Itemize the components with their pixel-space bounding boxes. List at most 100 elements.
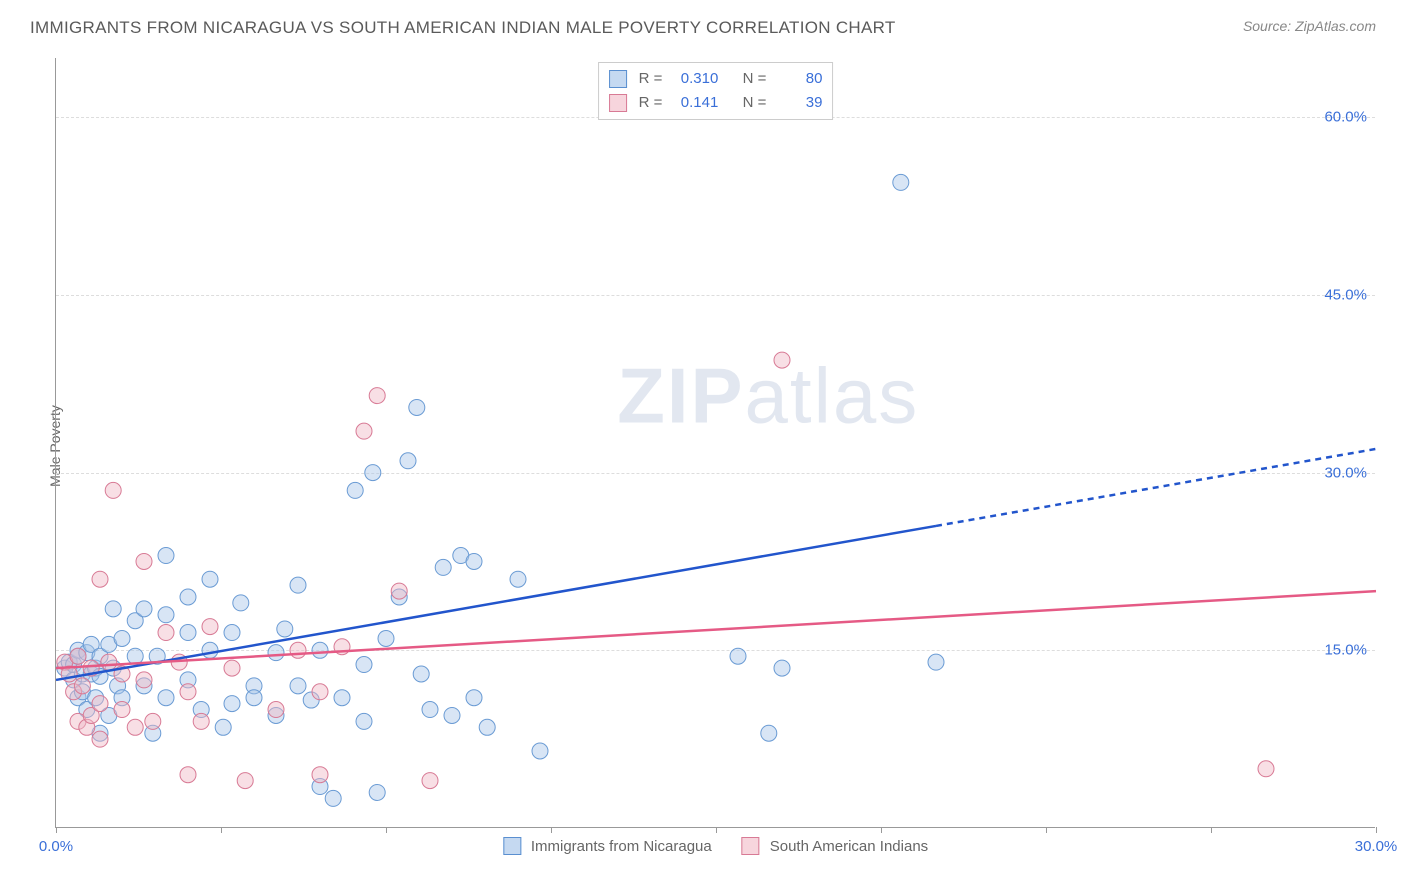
y-tick-label: 60.0% <box>1324 109 1367 126</box>
data-point <box>1258 761 1274 777</box>
trend-line-extrapolated <box>936 449 1376 526</box>
data-point <box>105 482 121 498</box>
data-point <box>369 784 385 800</box>
data-point <box>127 648 143 664</box>
chart-title: IMMIGRANTS FROM NICARAGUA VS SOUTH AMERI… <box>30 18 896 38</box>
data-point <box>422 702 438 718</box>
data-point <box>409 399 425 415</box>
data-point <box>466 690 482 706</box>
data-point <box>347 482 363 498</box>
data-point <box>356 423 372 439</box>
data-point <box>761 725 777 741</box>
data-point <box>312 684 328 700</box>
data-point <box>365 465 381 481</box>
x-tick <box>1046 827 1047 833</box>
data-point <box>158 607 174 623</box>
data-point <box>466 553 482 569</box>
data-point <box>101 654 117 670</box>
data-point <box>312 767 328 783</box>
data-point <box>510 571 526 587</box>
data-point <box>215 719 231 735</box>
data-point <box>893 174 909 190</box>
data-point <box>224 696 240 712</box>
data-point <box>127 719 143 735</box>
data-point <box>180 589 196 605</box>
data-point <box>277 621 293 637</box>
legend-item-b: South American Indians <box>742 837 928 855</box>
data-point <box>391 583 407 599</box>
data-point <box>325 790 341 806</box>
data-point <box>532 743 548 759</box>
x-tick-label: 30.0% <box>1355 838 1398 855</box>
data-point <box>70 648 86 664</box>
stats-row-series-b: R = 0.141 N = 39 <box>609 91 823 115</box>
data-point <box>378 630 394 646</box>
swatch-icon <box>609 70 627 88</box>
data-point <box>290 642 306 658</box>
data-point <box>369 388 385 404</box>
data-point <box>114 702 130 718</box>
x-tick <box>551 827 552 833</box>
data-point <box>180 625 196 641</box>
data-point <box>92 731 108 747</box>
swatch-icon <box>609 94 627 112</box>
data-point <box>224 660 240 676</box>
data-point <box>92 571 108 587</box>
x-tick-label: 0.0% <box>39 838 73 855</box>
y-tick-label: 45.0% <box>1324 286 1367 303</box>
x-tick <box>1211 827 1212 833</box>
data-point <box>158 548 174 564</box>
data-point <box>202 619 218 635</box>
data-point <box>180 767 196 783</box>
x-tick <box>1376 827 1377 833</box>
scatter-chart: ZIPatlas R = 0.310 N = 80 R = 0.141 N = … <box>55 58 1375 828</box>
plot-svg <box>56 58 1375 827</box>
data-point <box>136 672 152 688</box>
swatch-icon <box>503 837 521 855</box>
legend-item-a: Immigrants from Nicaragua <box>503 837 712 855</box>
data-point <box>356 713 372 729</box>
data-point <box>334 690 350 706</box>
data-point <box>400 453 416 469</box>
y-tick-label: 15.0% <box>1324 642 1367 659</box>
data-point <box>435 559 451 575</box>
data-point <box>730 648 746 664</box>
data-point <box>268 702 284 718</box>
data-point <box>290 678 306 694</box>
x-tick <box>221 827 222 833</box>
data-point <box>356 657 372 673</box>
y-tick-label: 30.0% <box>1324 464 1367 481</box>
data-point <box>312 642 328 658</box>
data-point <box>928 654 944 670</box>
data-point <box>136 601 152 617</box>
data-point <box>145 713 161 729</box>
x-tick <box>716 827 717 833</box>
data-point <box>290 577 306 593</box>
data-point <box>92 696 108 712</box>
data-point <box>136 553 152 569</box>
data-point <box>233 595 249 611</box>
data-point <box>105 601 121 617</box>
trend-line <box>56 591 1376 668</box>
stats-row-series-a: R = 0.310 N = 80 <box>609 67 823 91</box>
data-point <box>202 571 218 587</box>
data-point <box>237 773 253 789</box>
x-tick <box>386 827 387 833</box>
x-tick <box>881 827 882 833</box>
data-point <box>413 666 429 682</box>
data-point <box>180 684 196 700</box>
x-tick <box>56 827 57 833</box>
source-attribution: Source: ZipAtlas.com <box>1243 18 1376 34</box>
data-point <box>444 707 460 723</box>
series-legend: Immigrants from Nicaragua South American… <box>503 837 928 855</box>
data-point <box>74 678 90 694</box>
data-point <box>422 773 438 789</box>
data-point <box>774 352 790 368</box>
data-point <box>246 690 262 706</box>
data-point <box>268 645 284 661</box>
stats-legend-box: R = 0.310 N = 80 R = 0.141 N = 39 <box>598 62 834 120</box>
data-point <box>224 625 240 641</box>
data-point <box>193 713 209 729</box>
data-point <box>158 690 174 706</box>
data-point <box>114 630 130 646</box>
